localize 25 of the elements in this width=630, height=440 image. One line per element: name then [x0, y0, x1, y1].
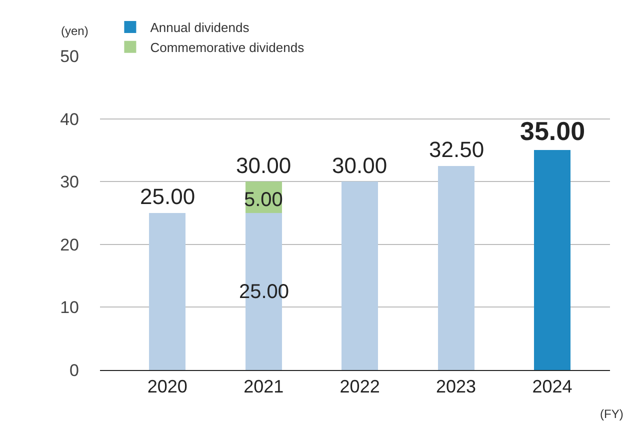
- total-label: 30.00: [236, 153, 292, 178]
- x-tick-label: 2024: [532, 376, 572, 397]
- x-tick-label: 2022: [340, 376, 380, 397]
- bar: [342, 182, 378, 370]
- total-label: 32.50: [429, 137, 484, 162]
- y-tick-label: 30: [60, 172, 79, 192]
- total-label: 35.00: [520, 116, 586, 146]
- data-label: 25.00: [239, 281, 290, 303]
- bar: [438, 166, 474, 370]
- x-tick-label: 2020: [147, 376, 188, 397]
- legend-label: Annual dividends: [150, 20, 250, 36]
- bar: [149, 213, 186, 370]
- y-tick-label: 20: [60, 235, 79, 254]
- total-label: 25.00: [140, 184, 196, 209]
- bar: [534, 150, 571, 370]
- total-label: 30.00: [332, 153, 388, 178]
- x-tick-label: 2023: [436, 376, 476, 397]
- x-tick-label: 2021: [244, 376, 284, 397]
- y-tick-label: 0: [70, 360, 79, 380]
- x-axis-title: (FY): [600, 407, 624, 421]
- y-tick-label: 40: [60, 110, 79, 129]
- y-axis-title: (yen): [61, 24, 88, 38]
- y-tick-label: 50: [60, 46, 79, 66]
- legend-label: Commemorative dividends: [150, 40, 305, 55]
- y-tick-label: 10: [60, 298, 79, 318]
